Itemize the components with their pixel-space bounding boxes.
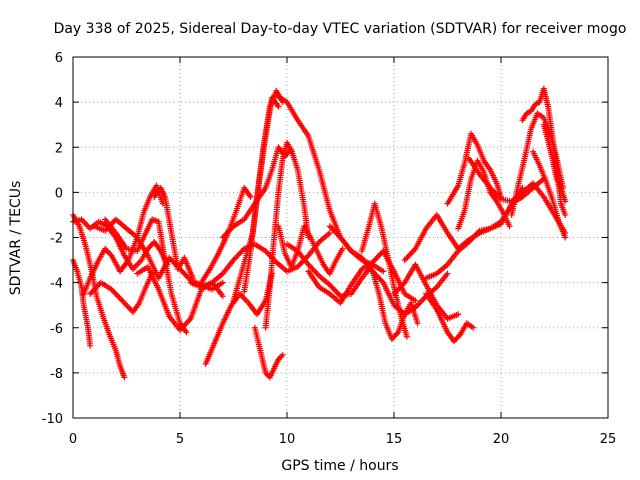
series-track-4 xyxy=(80,182,166,297)
data-point xyxy=(189,275,196,282)
x-tick-label: 10 xyxy=(279,432,296,447)
y-axis-label: SDTVAR / TECUs xyxy=(8,181,24,296)
x-tick-label: 15 xyxy=(386,432,403,447)
data-point xyxy=(339,245,346,252)
data-point xyxy=(288,148,295,155)
series-track-1 xyxy=(70,211,128,381)
series-track-28 xyxy=(423,290,477,345)
data-points xyxy=(70,85,569,381)
data-point xyxy=(444,270,451,277)
grid-lines xyxy=(73,57,608,418)
data-point xyxy=(326,229,333,236)
data-point xyxy=(380,268,387,275)
y-tick-label: -6 xyxy=(50,322,63,337)
data-point xyxy=(279,351,286,358)
x-tick-label: 0 xyxy=(69,432,77,447)
data-point xyxy=(562,234,569,241)
series-track-16 xyxy=(251,324,286,381)
data-point xyxy=(393,330,400,337)
y-tick-label: -10 xyxy=(42,412,63,427)
data-point xyxy=(455,311,462,318)
data-point xyxy=(275,103,282,110)
series-track-19 xyxy=(275,223,346,277)
x-axis-label: GPS time / hours xyxy=(281,458,398,474)
data-point xyxy=(403,333,410,340)
series-track-24 xyxy=(369,268,421,343)
series-track-9 xyxy=(151,184,196,282)
x-tick-label: 25 xyxy=(600,432,617,447)
data-point xyxy=(219,293,226,300)
series-track-29 xyxy=(444,130,504,207)
series-track-23 xyxy=(358,200,410,340)
y-tick-label: 6 xyxy=(55,51,63,66)
data-point xyxy=(219,279,226,286)
data-point xyxy=(107,251,114,258)
series-track-18 xyxy=(273,92,376,268)
data-point xyxy=(414,320,421,327)
data-point xyxy=(412,297,419,304)
axis-ticks: 0 5 10 15 20 25 -10 -8 -6 -4 -2 0 2 4 6 xyxy=(42,51,617,447)
data-point xyxy=(506,223,513,230)
series-track-2 xyxy=(70,257,94,349)
x-tick-label: 20 xyxy=(493,432,510,447)
y-tick-label: -8 xyxy=(50,367,63,382)
y-tick-label: 0 xyxy=(55,186,63,201)
series-track-34 xyxy=(530,148,569,241)
y-tick-label: -2 xyxy=(50,232,63,247)
y-tick-label: 4 xyxy=(55,96,63,111)
data-point xyxy=(183,329,190,336)
data-point xyxy=(247,193,254,200)
data-point xyxy=(456,332,463,339)
x-tick-label: 5 xyxy=(176,432,184,447)
data-point xyxy=(87,342,94,349)
data-point xyxy=(121,374,128,381)
data-point xyxy=(562,211,569,218)
y-tick-label: 2 xyxy=(55,141,63,156)
data-point xyxy=(562,198,569,205)
chart-title: Day 338 of 2025, Sidereal Day-to-day VTE… xyxy=(54,21,627,37)
series-track-35 xyxy=(540,121,569,205)
series-track-5 xyxy=(87,270,156,315)
series-track-15 xyxy=(241,87,286,295)
series-track-17 xyxy=(262,139,295,331)
y-tick-label: -4 xyxy=(50,277,63,292)
data-point xyxy=(470,324,477,331)
series-track-7 xyxy=(102,216,190,336)
